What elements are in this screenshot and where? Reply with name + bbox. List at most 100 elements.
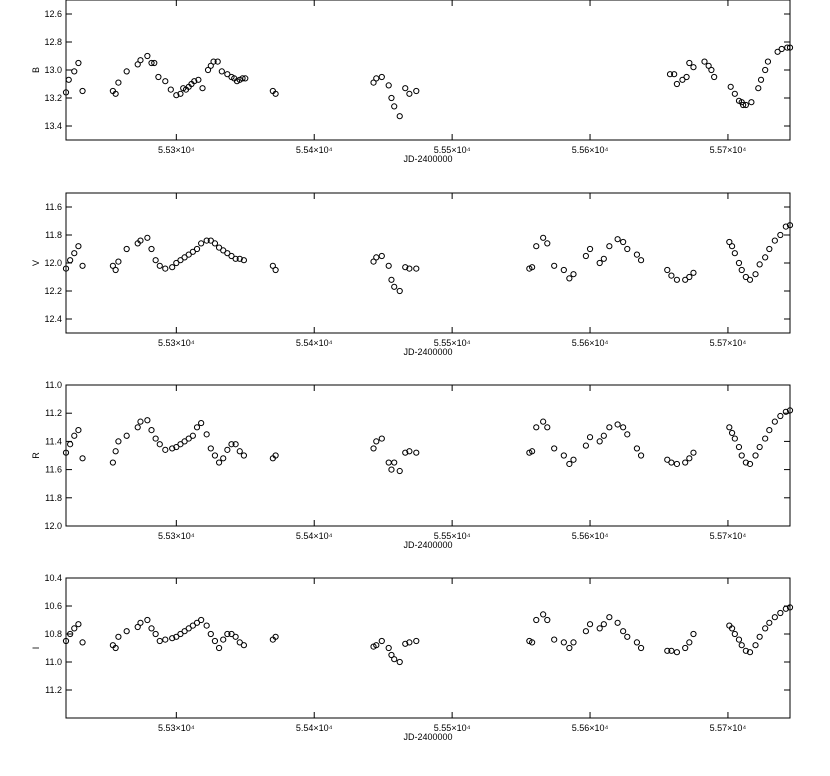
data-point-r [185, 435, 192, 442]
y-axis-title-v: V [31, 260, 41, 266]
data-point-r [735, 443, 743, 451]
data-point-i [586, 621, 594, 628]
data-point-i [637, 644, 645, 652]
data-point-b [62, 89, 70, 96]
data-point-b [71, 68, 78, 75]
data-point-r [391, 459, 398, 466]
plot-frame-b [65, 0, 791, 141]
data-point-i [385, 644, 392, 652]
data-point-r [152, 435, 159, 442]
data-point-r [402, 449, 409, 456]
data-point-b [786, 44, 794, 51]
data-point-r [232, 441, 239, 448]
x-axis-title-i: JD-2400000 [403, 732, 452, 742]
data-point-v [731, 250, 738, 257]
data-point-b [762, 66, 769, 74]
data-point-i [570, 639, 577, 646]
data-point-r [633, 445, 641, 452]
data-point-v [582, 252, 590, 260]
data-point-i [67, 630, 74, 638]
data-point-b [75, 59, 82, 67]
data-point-i [388, 651, 395, 659]
data-point-v [112, 266, 119, 274]
data-point-v [193, 245, 201, 253]
data-point-i [198, 616, 205, 624]
data-point-i [378, 637, 385, 645]
data-point-b [210, 58, 217, 65]
data-point-i [134, 623, 141, 631]
data-point-v [385, 262, 392, 269]
data-point-i [620, 628, 627, 635]
data-point-i [189, 622, 196, 629]
y-tick-label-v: 12.0 [44, 258, 62, 268]
data-point-b [388, 94, 395, 102]
data-point-b [199, 85, 206, 92]
data-point-r [385, 459, 392, 466]
data-point-r [620, 424, 627, 431]
data-point-r [726, 424, 733, 431]
data-point-b [774, 48, 781, 55]
data-point-i [771, 614, 778, 621]
data-point-r [551, 445, 558, 452]
data-point-b [148, 59, 155, 67]
data-point-i [156, 637, 163, 645]
data-point-b [735, 97, 743, 104]
data-point-i [762, 625, 769, 632]
data-point-v [198, 240, 205, 247]
y-tick-label-r: 11.0 [45, 380, 62, 390]
data-point-i [203, 622, 210, 629]
data-point-v [726, 238, 733, 246]
data-point-v [79, 262, 86, 269]
x-tick-label-i: 5.57×10⁴ [710, 723, 747, 733]
data-point-v [388, 276, 395, 283]
data-point-i [406, 639, 413, 646]
data-point-b [137, 57, 144, 64]
plot-frame-i [65, 577, 791, 719]
data-point-b [177, 90, 184, 97]
data-point-r [786, 407, 794, 414]
data-point-v [115, 258, 122, 265]
data-point-i [115, 633, 122, 640]
data-point-i [173, 633, 180, 640]
data-point-i [766, 619, 773, 626]
data-point-i [728, 625, 736, 632]
x-tick-label-r: 5.53×10⁴ [158, 531, 195, 541]
data-point-v [378, 252, 385, 260]
x-tick-label-i: 5.53×10⁴ [158, 723, 195, 733]
data-point-r [370, 445, 377, 452]
data-point-r [731, 435, 738, 442]
data-point-v [152, 257, 159, 264]
data-point-b [112, 90, 119, 97]
data-point-r [614, 421, 621, 428]
data-point-v [269, 262, 276, 269]
data-point-v [529, 264, 536, 271]
plot-frame-v [65, 192, 791, 334]
data-point-v [228, 252, 235, 260]
y-axis-title-r: R [31, 452, 41, 459]
y-tick-label-b: 12.8 [44, 37, 62, 47]
data-point-r [388, 466, 395, 473]
data-point-i [240, 642, 247, 649]
data-point-i [529, 639, 536, 646]
data-point-v [406, 265, 413, 272]
data-point-b [705, 62, 712, 69]
data-point-i [177, 630, 184, 638]
data-point-i [402, 640, 409, 647]
data-point-i [152, 630, 159, 638]
data-point-b [239, 75, 246, 82]
data-point-v [173, 259, 180, 267]
data-point-v [766, 245, 773, 253]
y-tick-label-i: 10.6 [44, 601, 62, 611]
x-axis-title-r: JD-2400000 [403, 540, 452, 550]
data-point-r [71, 432, 78, 439]
data-point-r [756, 443, 763, 451]
data-point-i [551, 636, 558, 643]
data-point-v [544, 240, 551, 247]
x-tick-label-b: 5.54×10⁴ [296, 145, 333, 155]
data-point-v [156, 262, 163, 269]
data-point-i [606, 614, 613, 621]
data-point-v [402, 264, 409, 271]
data-point-v [560, 266, 567, 274]
data-point-b [191, 78, 198, 85]
data-point-v [75, 243, 82, 250]
